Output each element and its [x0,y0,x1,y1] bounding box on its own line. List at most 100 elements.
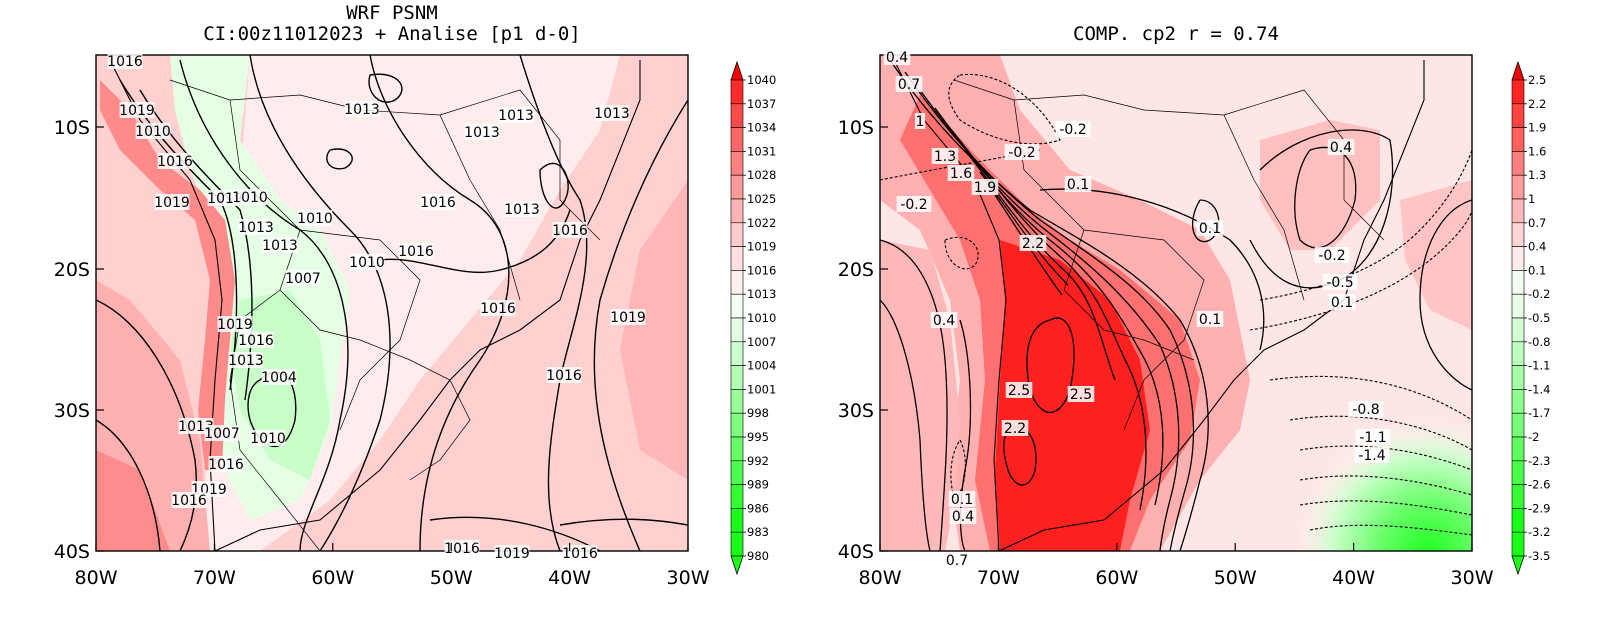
contour-label: 1013 [464,125,500,141]
panel-title: WRF PSNM [346,2,438,24]
contour-label-bg [1019,235,1047,251]
contour-label: 1.3 [934,149,956,165]
lat-tick-label: 10S [54,117,90,139]
contour-label: 1016 [546,368,582,384]
contour-label-bg [1314,247,1350,263]
contour-label: 1016 [238,333,274,349]
lat-tick-label: 10S [838,117,874,139]
map-area [880,55,1472,551]
contour-label-bg [895,76,923,92]
contour-label: 1019 [610,310,646,326]
contour-label-bg [217,316,253,332]
colorbar-label: -0.5 [1528,311,1550,325]
contour-label-bg [1001,420,1029,436]
colorbar-label: -0.8 [1528,335,1550,349]
contour-label-bg [1348,401,1384,417]
contour-label-bg [971,179,999,195]
contour-label-bg [204,425,240,441]
colorbar-swatch [1511,222,1525,247]
contour-label: 1019 [217,317,253,333]
contour-label-bg [498,107,534,123]
colorbar-label: 983 [747,525,769,539]
colorbar-label: -1.4 [1528,382,1550,396]
contour-label-bg [949,508,977,524]
colorbar-label: 1004 [747,359,776,373]
contour-label: 1010 [135,124,171,140]
contour-label-bg [594,105,630,121]
contour-label: 2.5 [1008,383,1030,399]
contour-label: 1013 [504,202,540,218]
contour-label-bg [285,270,321,286]
colorbar-label: 995 [747,430,769,444]
colorbar-swatch [730,198,744,224]
lon-tick-label: 40W [1332,567,1375,589]
contour-label-bg [238,219,274,235]
colorbar-swatch [730,531,744,557]
contour-label-bg [883,49,911,65]
lon-tick-label: 80W [859,567,902,589]
colorbar-swatch [730,246,744,271]
country-borders [169,79,601,551]
contour-label-bg [157,153,193,169]
colorbar-swatch [730,389,744,414]
contour-label-bg [1196,220,1224,236]
colorbar-swatch [730,127,744,152]
contour-label: 1013 [344,102,380,118]
colorbar-swatch [1511,436,1525,462]
contour-label: 1013 [594,106,630,122]
contour-label: 1016 [444,541,480,557]
colorbar-label: 2.2 [1528,97,1546,111]
negative-anomaly [1230,310,1472,551]
contour-label: 1.9 [974,180,996,196]
contour-label: 0.1 [1067,177,1089,193]
contour-label: 1004 [261,370,297,386]
contour-label: -0.2 [1059,122,1086,138]
lon-tick-label: 50W [1214,567,1257,589]
lat-tick-label: 30S [54,400,90,422]
colorbar-swatch [730,317,744,343]
colorbar-swatch [1511,246,1525,271]
contour-label-bg [1196,311,1224,327]
colorbar-swatch [730,341,744,366]
contour-label-bg [444,540,480,556]
lon-tick-label: 30W [1451,567,1494,589]
contour-label: 0.1 [1199,221,1221,237]
contour-label-bg [420,194,456,210]
contour-label: 1013 [262,238,298,254]
colorbar-label: 1.9 [1528,121,1546,135]
lon-tick-label: 80W [75,567,118,589]
map-frame [95,54,689,552]
contour-label: -0.2 [1318,248,1345,264]
colorbar-swatch [1511,389,1525,414]
contour-label-bg [1005,382,1033,398]
contour-label-bg [562,545,598,561]
contour-label: -0.5 [1326,275,1353,291]
lon-tick-label: 70W [977,567,1020,589]
southwest-high-core [96,450,170,551]
colorbar-label: -2 [1528,430,1539,444]
colorbar-swatch [730,79,744,105]
contour-label-bg [154,194,190,210]
map-axes: 80W 70W 60W 50W 40W 30W 10S 20S 30S 40S [838,117,1494,589]
colorbar-swatch [1511,412,1525,438]
colorbar-label: 998 [747,406,769,420]
contour-label-bg [1354,447,1390,463]
contour-label: 1019 [494,546,530,562]
contour-label-bg [349,254,385,270]
colorbar-swatch [1511,460,1525,485]
contour-label-bg [943,552,971,568]
colorbar-label: -1.1 [1528,359,1550,373]
colorbar-label: 1034 [747,121,776,135]
colorbar-label: 1010 [747,311,776,325]
contour-label-bg [610,309,646,325]
coastline [893,59,1425,551]
contour-label: 1016 [398,244,434,260]
lon-tick-label: 60W [311,567,354,589]
colorbar-swatch [1511,508,1525,533]
contour-label: 2.5 [1070,387,1092,403]
contour-label: -1.1 [1359,430,1386,446]
colorbar-swatch [730,270,744,295]
colorbar-label: -3.5 [1528,549,1550,563]
contour-label-bg [914,113,926,129]
map-axes: 80W 70W 60W 50W 40W 30W 10S 20S 30S 40S [54,117,710,589]
